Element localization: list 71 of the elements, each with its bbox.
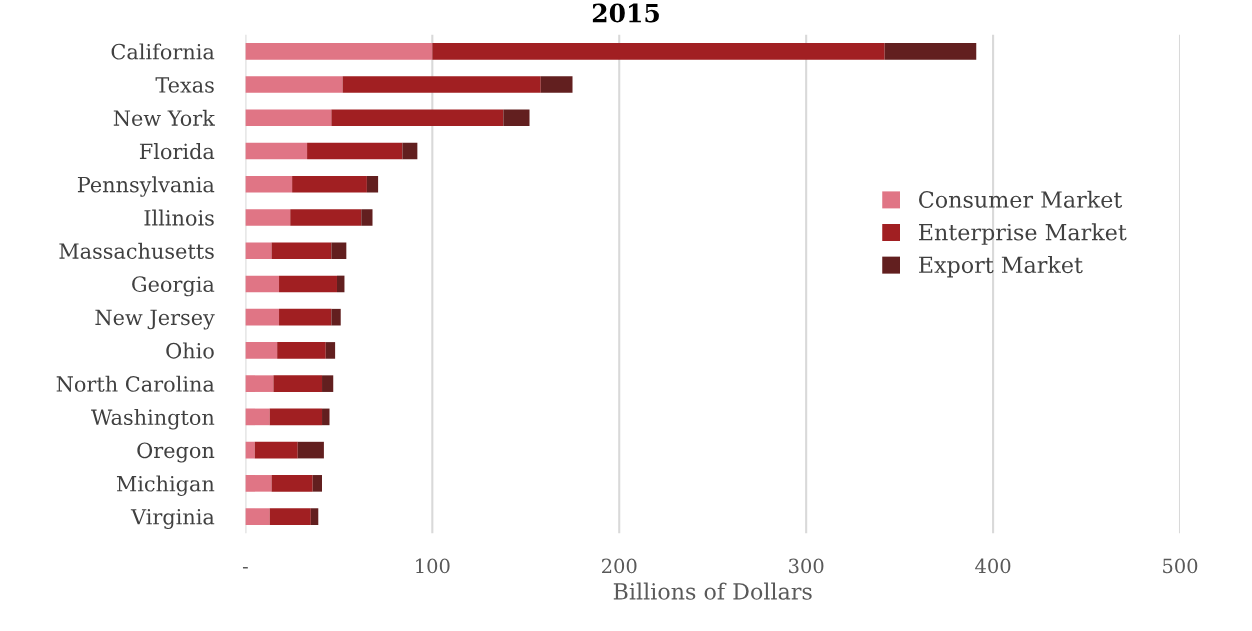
- x-tick-label: 200: [602, 558, 637, 574]
- bar: [245, 175, 293, 193]
- y-tick-label: Oregon: [137, 442, 215, 463]
- bar: [245, 508, 270, 525]
- bar: [269, 408, 323, 426]
- bar: [271, 242, 332, 260]
- bar: [269, 508, 311, 525]
- bar: [271, 475, 313, 492]
- x-tick-label: 500: [1163, 558, 1198, 574]
- bar: [336, 275, 345, 293]
- bar: [245, 375, 274, 392]
- y-tick-label: New Jersey: [95, 309, 215, 330]
- bar: [245, 43, 433, 60]
- bar: [279, 275, 337, 293]
- bar: [245, 275, 280, 293]
- y-tick-label: Virginia: [130, 509, 215, 529]
- bar: [322, 408, 330, 426]
- legend-label: Consumer Market: [919, 190, 1123, 208]
- x-tick-label: -: [242, 567, 248, 569]
- bar: [366, 175, 379, 193]
- bar: [312, 475, 323, 492]
- y-tick-label: North Carolina: [56, 375, 215, 392]
- y-tick-label: Illinois: [144, 209, 214, 226]
- bar: [503, 109, 530, 127]
- legend-label: Enterprise Market: [919, 223, 1127, 245]
- bar: [297, 441, 324, 459]
- bar: [310, 508, 319, 525]
- y-tick-label: California: [111, 43, 215, 60]
- bar: [325, 342, 336, 359]
- y-tick-label: Florida: [139, 143, 215, 160]
- bar: [245, 109, 332, 127]
- x-tick-label: 100: [416, 558, 450, 574]
- y-tick-label: New York: [113, 109, 215, 126]
- bar: [540, 76, 573, 93]
- bar: [245, 441, 255, 459]
- bar: [307, 142, 403, 160]
- bar: [254, 441, 298, 459]
- bar: [331, 242, 347, 260]
- bar: [432, 43, 885, 60]
- y-tick-label: Texas: [155, 77, 214, 93]
- bar: [402, 142, 418, 160]
- bar: [245, 242, 272, 260]
- bar: [331, 109, 504, 127]
- x-axis-title: Billions of Dollars: [613, 582, 812, 600]
- bar: [277, 342, 326, 359]
- bar: [884, 43, 977, 60]
- y-tick-label: Michigan: [116, 475, 215, 496]
- y-tick-label: Ohio: [166, 342, 214, 359]
- y-tick-label: Washington: [91, 408, 215, 430]
- bar: [322, 375, 334, 392]
- x-tick-label: 300: [789, 558, 824, 574]
- bar: [245, 342, 278, 359]
- chart-title: 2015: [592, 3, 659, 23]
- bar: [245, 408, 270, 426]
- bar: [361, 209, 373, 226]
- y-tick-label: Georgia: [132, 276, 215, 297]
- bar: [279, 308, 332, 326]
- y-tick-label: Pennsylvania: [77, 176, 215, 197]
- bar: [245, 76, 343, 93]
- bar: [245, 475, 272, 492]
- bar: [245, 308, 280, 326]
- bar: [245, 142, 308, 160]
- bar: [273, 375, 323, 392]
- bar: [331, 308, 341, 326]
- legend-label: Export Market: [919, 255, 1083, 278]
- bar: [290, 209, 362, 226]
- y-tick-label: Massachusetts: [59, 242, 214, 259]
- bar: [342, 76, 541, 93]
- x-tick-label: 400: [975, 558, 1011, 574]
- bar: [245, 209, 291, 226]
- bar: [292, 175, 367, 193]
